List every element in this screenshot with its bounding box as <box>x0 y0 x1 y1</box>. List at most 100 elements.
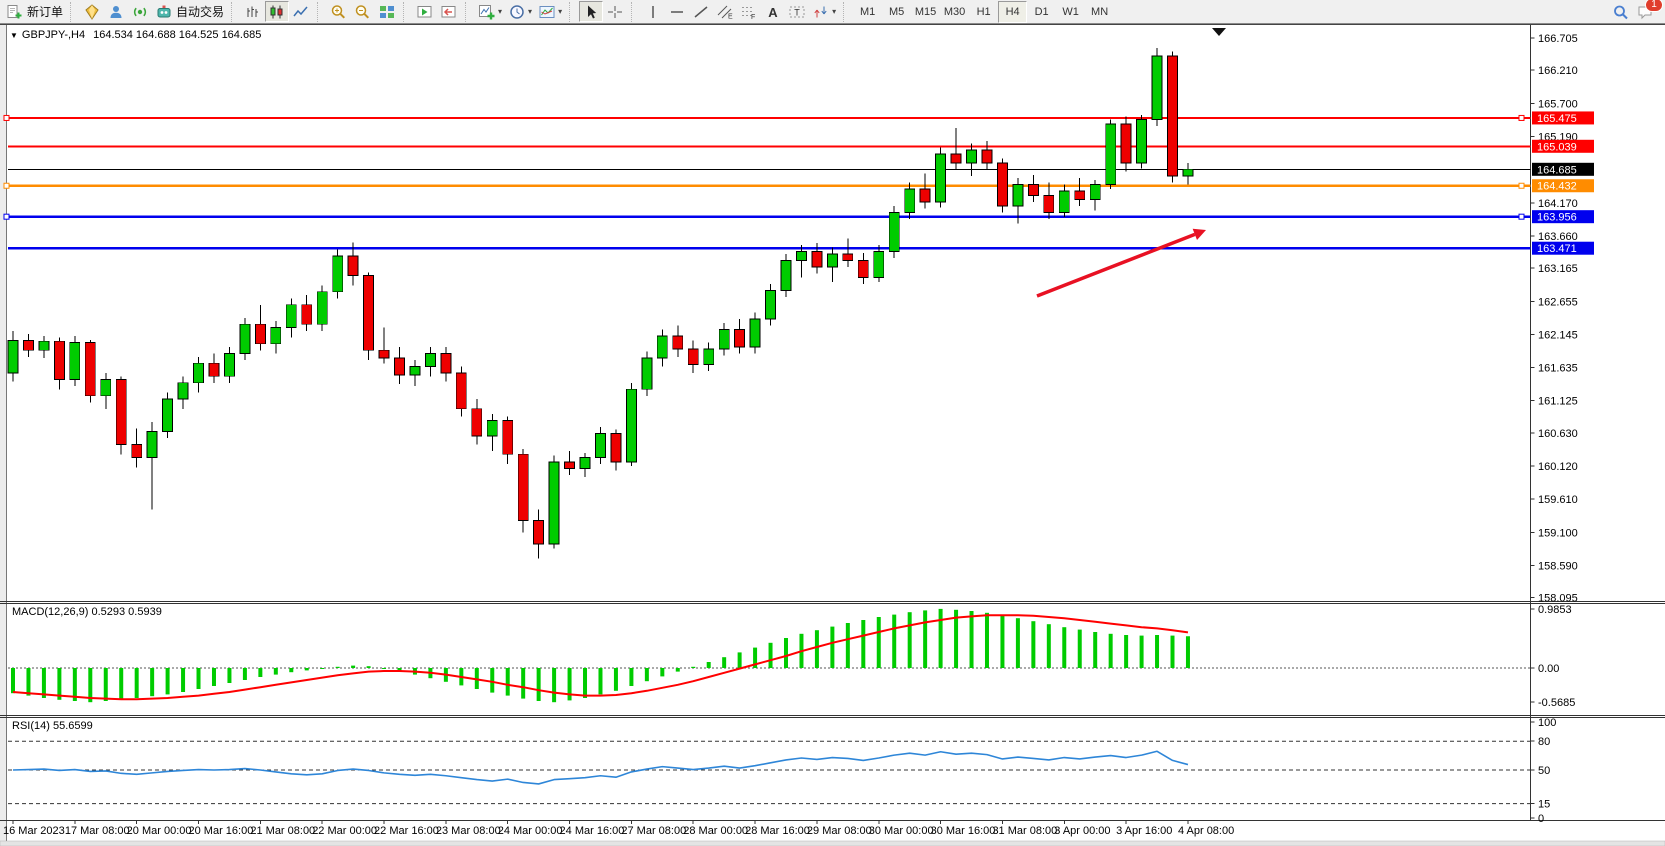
zoom-out-button[interactable] <box>351 1 375 22</box>
autotrade-button[interactable]: 自动交易 <box>152 1 227 22</box>
bar-chart-button[interactable] <box>241 1 265 22</box>
tile-windows-button[interactable] <box>375 1 399 22</box>
periods-button[interactable]: ▾ <box>505 1 535 22</box>
line-chart-button[interactable] <box>289 1 313 22</box>
timeframe-w1[interactable]: W1 <box>1062 5 1079 18</box>
dropdown-arrow-icon[interactable]: ▾ <box>558 7 563 16</box>
timeframe-m1[interactable]: M1 <box>859 5 876 18</box>
macd-indicator-label: MACD(12,26,9) 0.5293 0.5939 <box>12 606 162 618</box>
vline-button[interactable] <box>641 1 665 22</box>
tile-icon <box>380 5 395 18</box>
timeframe-mn[interactable]: MN <box>1091 5 1109 18</box>
candle <box>1105 119 1117 190</box>
time-label[interactable]: 28 Mar 00:00 <box>683 825 748 837</box>
fibo-button[interactable]: F <box>737 1 761 22</box>
toolbar-separator <box>403 1 411 22</box>
price-tick-label: 160.630 <box>1538 428 1578 440</box>
candle <box>811 243 823 274</box>
price-tick-label: 165.700 <box>1538 98 1578 110</box>
time-label[interactable]: 23 Mar 08:00 <box>436 825 501 837</box>
timeframe-m5[interactable]: M5 <box>888 5 905 18</box>
text-button[interactable]: A <box>761 1 785 22</box>
time-label[interactable]: 20 Mar 00:00 <box>127 825 192 837</box>
rsi-panel[interactable] <box>7 718 1530 820</box>
line-handle[interactable] <box>1518 213 1525 220</box>
time-label[interactable]: 24 Mar 00:00 <box>498 825 563 837</box>
channel-button[interactable]: E <box>713 1 737 22</box>
search-button[interactable] <box>1609 1 1633 22</box>
gold-gem-icon <box>85 3 99 20</box>
dropdown-arrow-icon[interactable]: ▾ <box>498 7 503 16</box>
autotrade-icon <box>157 5 171 17</box>
time-label[interactable]: 24 Mar 16:00 <box>560 825 625 837</box>
candle <box>888 206 900 259</box>
arrows-button[interactable]: ▾ <box>809 1 839 22</box>
line-handle[interactable] <box>1518 182 1525 189</box>
hline-button[interactable] <box>665 1 689 22</box>
crosshair-button[interactable] <box>603 1 627 22</box>
macd-bar <box>397 668 402 671</box>
timeframe-m30[interactable]: M30 <box>943 5 966 18</box>
macd-bar <box>1015 618 1020 668</box>
time-label[interactable]: 30 Mar 16:00 <box>931 825 996 837</box>
channel-icon: E <box>717 5 733 20</box>
label-button[interactable]: T <box>785 1 809 22</box>
chart-shift-button[interactable] <box>437 1 461 22</box>
dropdown-arrow-icon[interactable]: ▾ <box>832 7 837 16</box>
arrow-annotation[interactable] <box>1036 228 1206 298</box>
time-label[interactable]: 16 Mar 2023 <box>3 825 65 837</box>
time-label[interactable]: 27 Mar 08:00 <box>621 825 686 837</box>
zoom-in-button[interactable] <box>327 1 351 22</box>
time-label[interactable]: 4 Apr 08:00 <box>1178 825 1234 837</box>
time-label[interactable]: 22 Mar 16:00 <box>374 825 439 837</box>
time-label[interactable]: 30 Mar 00:00 <box>869 825 934 837</box>
candle <box>162 392 174 439</box>
candle <box>301 295 313 331</box>
community-button[interactable] <box>104 1 128 22</box>
time-label[interactable]: 17 Mar 08:00 <box>65 825 130 837</box>
line-handle[interactable] <box>1518 114 1525 121</box>
price-tick-label: 158.095 <box>1538 593 1578 605</box>
time-label[interactable]: 28 Mar 16:00 <box>745 825 810 837</box>
candle <box>486 414 498 452</box>
candle <box>765 284 776 326</box>
auto-scroll-button[interactable] <box>413 1 437 22</box>
macd-bar <box>227 668 232 683</box>
timeframe-h1[interactable]: H1 <box>976 5 991 18</box>
candle <box>425 347 436 377</box>
time-label[interactable]: 21 Mar 08:00 <box>250 825 315 837</box>
notifications-button[interactable]: 1 <box>1633 0 1663 22</box>
time-label[interactable]: 31 Mar 08:00 <box>992 825 1057 837</box>
horizontal-scrollbar[interactable] <box>0 840 1665 846</box>
dropdown-arrow-icon[interactable]: ▾ <box>528 7 533 16</box>
candle-chart-button[interactable] <box>265 1 290 22</box>
line-handle[interactable] <box>3 213 10 220</box>
signals-button[interactable] <box>128 1 152 22</box>
candle <box>1089 180 1101 211</box>
time-label[interactable]: 29 Mar 08:00 <box>807 825 872 837</box>
cursor-button[interactable] <box>579 1 604 22</box>
macd-bar <box>737 652 742 668</box>
line-handle[interactable] <box>3 182 10 189</box>
macd-bar <box>1155 635 1160 668</box>
timeframe-h4[interactable]: H4 <box>998 0 1028 23</box>
profile-button[interactable] <box>80 1 104 22</box>
time-label[interactable]: 3 Apr 00:00 <box>1054 825 1110 837</box>
down-triangle-marker[interactable] <box>1212 28 1226 36</box>
indicators-button[interactable]: ▾ <box>475 1 505 22</box>
line-handle[interactable] <box>3 114 10 121</box>
macd-panel[interactable] <box>7 604 1530 715</box>
collapse-icon[interactable]: ▼ <box>10 30 18 40</box>
time-label[interactable]: 20 Mar 16:00 <box>189 825 254 837</box>
candle <box>239 317 251 361</box>
timeframe-m15[interactable]: M15 <box>914 5 937 18</box>
time-label[interactable]: 22 Mar 00:00 <box>312 825 377 837</box>
new-order-button[interactable]: 新订单 <box>3 1 66 22</box>
timeframe-d1[interactable]: D1 <box>1034 5 1049 18</box>
trendline-button[interactable] <box>689 1 713 22</box>
templates-button[interactable]: ▾ <box>535 1 565 22</box>
time-label[interactable]: 3 Apr 16:00 <box>1116 825 1172 837</box>
candle <box>378 327 390 364</box>
macd-bar <box>72 668 77 701</box>
